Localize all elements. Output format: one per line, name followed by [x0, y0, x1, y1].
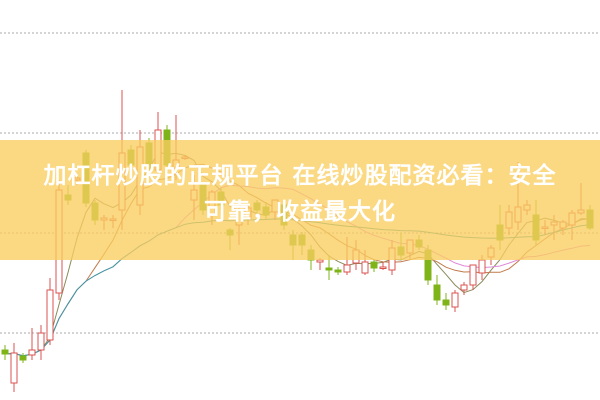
- candle-body: [469, 264, 477, 286]
- candle-body: [46, 289, 54, 341]
- candle-body: [334, 269, 342, 273]
- candle-body: [37, 332, 45, 351]
- candle-body: [343, 264, 351, 273]
- candle-body: [316, 259, 324, 263]
- candle-body: [28, 349, 36, 356]
- headline: 加杠杆炒股的正规平台 在线炒股配资必看：安全 可靠，收益最大化: [0, 158, 600, 230]
- candle-body: [10, 352, 18, 384]
- candle-body: [370, 261, 378, 269]
- headline-line-1: 加杠杆炒股的正规平台 在线炒股配资必看：安全: [43, 163, 557, 189]
- candle-body: [478, 259, 486, 274]
- headline-banner: [0, 140, 600, 260]
- candle-body: [19, 355, 27, 361]
- candle-body: [433, 284, 441, 301]
- candle-body: [1, 349, 9, 355]
- headline-line-2: 可靠，收益最大化: [204, 199, 396, 225]
- candle-body: [442, 299, 450, 306]
- candle-body: [460, 284, 468, 291]
- candle-body: [379, 266, 387, 269]
- candle-body: [361, 261, 369, 274]
- candle-body: [451, 292, 459, 308]
- candle-body: [325, 267, 333, 271]
